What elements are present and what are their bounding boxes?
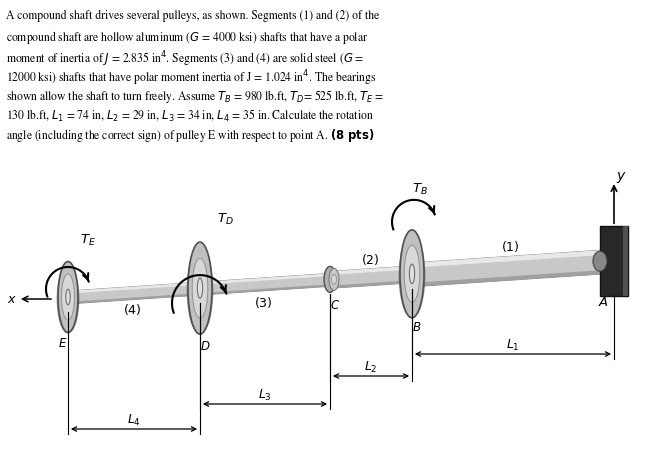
Ellipse shape <box>404 246 420 303</box>
Text: $x$: $x$ <box>7 293 17 306</box>
Ellipse shape <box>400 230 424 318</box>
Polygon shape <box>68 282 200 304</box>
Text: angle (including the correct sign) of pulley E with respect to point A. $\mathbf: angle (including the correct sign) of pu… <box>6 127 375 144</box>
Text: $(3)$: $(3)$ <box>254 295 272 310</box>
Ellipse shape <box>408 235 412 318</box>
Polygon shape <box>330 266 412 276</box>
Polygon shape <box>68 282 200 294</box>
Polygon shape <box>68 293 200 304</box>
Text: $L_3$: $L_3$ <box>258 387 272 402</box>
Polygon shape <box>412 251 600 287</box>
Text: $y$: $y$ <box>616 169 626 184</box>
Ellipse shape <box>62 274 75 320</box>
Polygon shape <box>330 281 412 289</box>
Ellipse shape <box>324 267 336 293</box>
Text: shown allow the shaft to turn freely. Assume $T_B$ = 980 lb.ft, $T_D$= 525 lb.ft: shown allow the shaft to turn freely. As… <box>6 88 384 105</box>
Ellipse shape <box>188 243 212 334</box>
Bar <box>600 227 628 297</box>
Text: A compound shaft drives several pulleys, as shown. Segments (1) and (2) of the: A compound shaft drives several pulleys,… <box>6 10 379 22</box>
Ellipse shape <box>409 265 415 284</box>
Text: $E$: $E$ <box>58 336 68 349</box>
Text: $B$: $B$ <box>413 320 422 333</box>
Ellipse shape <box>196 247 200 334</box>
Text: $L_4$: $L_4$ <box>127 411 141 427</box>
Bar <box>623 227 628 297</box>
Text: 130 lb.ft, $L_1$ = 74 in, $L_2$ = 29 in, $L_3$ = 34 in, $L_4$ = 35 in. Calculate: 130 lb.ft, $L_1$ = 74 in, $L_2$ = 29 in,… <box>6 107 374 123</box>
Polygon shape <box>200 285 330 295</box>
Polygon shape <box>412 251 600 268</box>
Polygon shape <box>330 266 412 289</box>
Text: compound shaft are hollow aluminum ($G$ = 4000 ksi) shafts that have a polar: compound shaft are hollow aluminum ($G$ … <box>6 29 368 46</box>
Ellipse shape <box>192 258 208 318</box>
Ellipse shape <box>65 266 68 333</box>
Polygon shape <box>200 274 330 285</box>
Text: $D$: $D$ <box>200 338 210 351</box>
Text: $L_2$: $L_2$ <box>364 359 378 374</box>
Text: 12000 ksi) shafts that have polar moment inertia of J = 1.024 in$^4$. The bearin: 12000 ksi) shafts that have polar moment… <box>6 69 376 88</box>
Ellipse shape <box>331 275 337 285</box>
Text: $(1)$: $(1)$ <box>501 238 520 253</box>
Text: moment of inertia of $J$ = 2.835 in$^4$. Segments (3) and (4) are solid steel ($: moment of inertia of $J$ = 2.835 in$^4$.… <box>6 49 364 69</box>
Ellipse shape <box>58 262 78 333</box>
Text: $A$: $A$ <box>598 295 608 308</box>
Text: $(2)$: $(2)$ <box>361 252 379 267</box>
Ellipse shape <box>197 278 203 299</box>
Ellipse shape <box>66 290 70 305</box>
Text: $T_B$: $T_B$ <box>412 182 428 197</box>
Polygon shape <box>200 274 330 295</box>
Text: $C$: $C$ <box>330 297 340 310</box>
Text: $T_D$: $T_D$ <box>216 211 234 226</box>
Ellipse shape <box>329 269 339 291</box>
Ellipse shape <box>593 252 607 272</box>
Text: $L_1$: $L_1$ <box>506 337 520 352</box>
Polygon shape <box>412 271 600 287</box>
Text: $T_E$: $T_E$ <box>80 232 96 247</box>
Text: $(4)$: $(4)$ <box>123 302 141 317</box>
